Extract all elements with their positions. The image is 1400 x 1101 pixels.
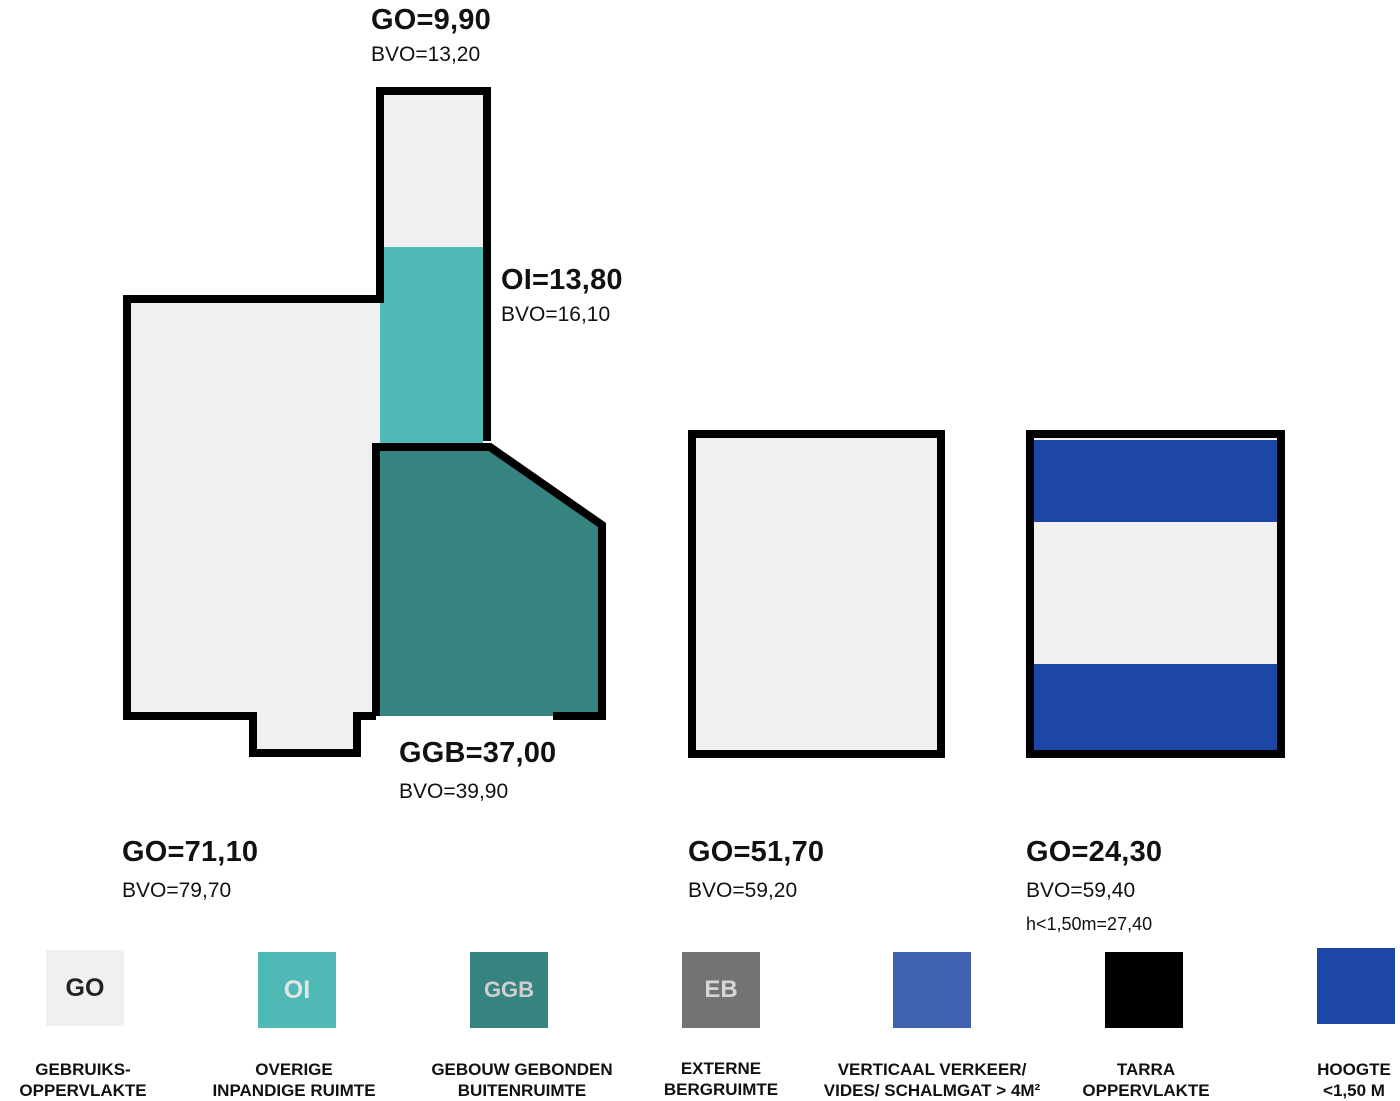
- top-bvo-label: BVO=13,20: [371, 43, 481, 66]
- ggb-bvo-label: BVO=39,90: [399, 780, 509, 803]
- ggb-outline: [372, 443, 606, 720]
- legend-line1-ggb: GEBOUW GEBONDEN: [431, 1060, 613, 1079]
- building3-bvo-label: BVO=59,40: [1026, 879, 1136, 902]
- building3-go-label: GO=24,30: [1026, 836, 1163, 868]
- building3-low-height-bottom: [1030, 664, 1281, 750]
- oi-go-label: OI=13,80: [501, 264, 623, 296]
- building1-go-label: GO=71,10: [122, 836, 259, 868]
- legend-swatch-vv: [893, 952, 971, 1028]
- legend-line1-eb: EXTERNE: [680, 1059, 762, 1078]
- go-area-top: [380, 91, 487, 247]
- legend-swatch-hoogte: [1317, 948, 1395, 1024]
- ggb-area: [376, 447, 602, 716]
- building2-bvo-label: BVO=59,20: [688, 879, 798, 902]
- building3-outline: [1026, 430, 1285, 758]
- legend-abbr-eb: EB: [704, 976, 738, 1003]
- legend-line1-oi: OVERIGE: [255, 1060, 333, 1079]
- legend-abbr-go: GO: [65, 973, 105, 1002]
- building2-area: [688, 430, 945, 758]
- building3-low-height-top: [1030, 440, 1281, 522]
- top-go-label: GO=9,90: [371, 4, 491, 36]
- oi-area: [380, 247, 483, 444]
- legend-text-tarra: TARRA OPPERVLAKTE: [1072, 1059, 1220, 1101]
- building3-low-height-label: h<1,50m=27,40: [1026, 914, 1153, 934]
- legend-swatch-go: GO: [46, 950, 124, 1026]
- building2-go-label: GO=51,70: [688, 836, 825, 868]
- legend-line1-go: GEBRUIKS-: [35, 1060, 131, 1079]
- legend-swatch-tarra: [1105, 952, 1183, 1028]
- legend-text-oi: OVERIGE INPANDIGE RUIMTE: [200, 1059, 388, 1101]
- legend-text-go: GEBRUIKS- OPPERVLAKTE: [0, 1059, 166, 1101]
- go-area-main: [127, 299, 380, 753]
- legend-text-eb: EXTERNE BERGRUIMTE: [652, 1058, 790, 1100]
- legend-line2-go: OPPERVLAKTE: [19, 1081, 147, 1100]
- legend-swatch-eb: EB: [682, 952, 760, 1028]
- legend-swatch-ggb: GGB: [470, 952, 548, 1028]
- ggb-go-label: GGB=37,00: [399, 737, 557, 769]
- legend-line2-hoogte: <1,50 M: [1323, 1081, 1385, 1100]
- legend-line1-vv: VERTICAAL VERKEER/: [837, 1060, 1027, 1079]
- oi-bvo-label: BVO=16,10: [501, 303, 611, 326]
- legend-line2-tarra: OPPERVLAKTE: [1082, 1081, 1210, 1100]
- building1-bvo-label: BVO=79,70: [122, 879, 232, 902]
- legend-swatch-oi: OI: [258, 952, 336, 1028]
- legend-line2-oi: INPANDIGE RUIMTE: [212, 1081, 376, 1100]
- legend-text-ggb: GEBOUW GEBONDEN BUITENRUIMTE: [418, 1059, 626, 1101]
- legend-text-vv: VERTICAAL VERKEER/ VIDES/ SCHALMGAT > 4M…: [808, 1059, 1056, 1101]
- building1-outline: [123, 87, 491, 757]
- legend-line2-vv: VIDES/ SCHALMGAT > 4M²: [823, 1081, 1041, 1100]
- legend-line2-ggb: BUITENRUIMTE: [457, 1081, 587, 1100]
- legend-line1-hoogte: HOOGTE: [1317, 1060, 1391, 1079]
- legend-line1-tarra: TARRA: [1116, 1060, 1176, 1079]
- legend-text-hoogte: HOOGTE <1,50 M: [1308, 1059, 1400, 1101]
- legend-line2-eb: BERGRUIMTE: [663, 1080, 779, 1099]
- legend-abbr-oi: OI: [283, 975, 311, 1004]
- legend-abbr-ggb: GGB: [483, 977, 535, 1002]
